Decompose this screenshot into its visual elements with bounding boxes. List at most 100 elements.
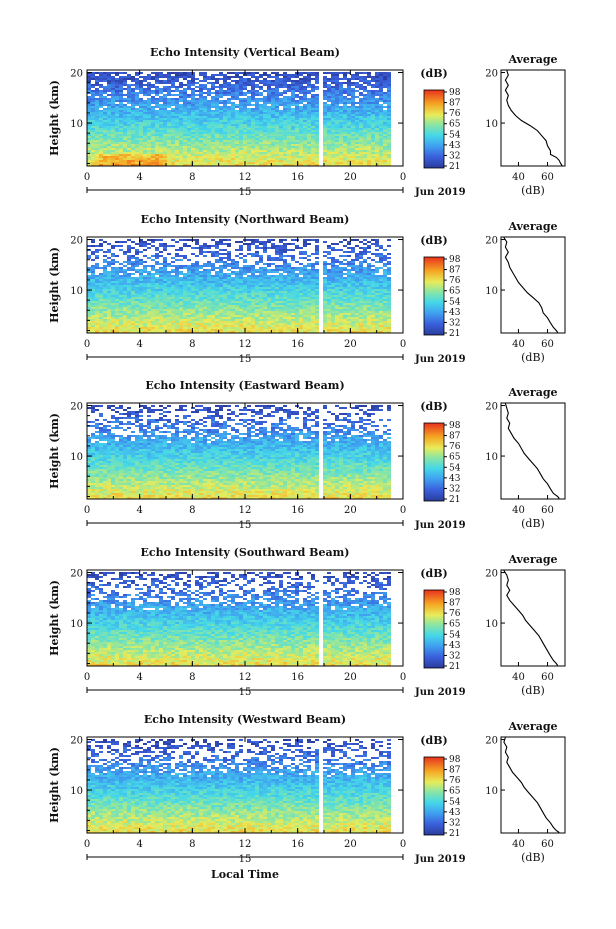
heatmap-cell xyxy=(379,287,383,289)
heatmap-cell xyxy=(191,287,195,289)
heatmap-cell xyxy=(215,148,219,150)
heatmap-cell xyxy=(255,150,259,152)
heatmap-cell xyxy=(255,156,259,158)
heatmap-cell xyxy=(255,140,259,142)
heatmap-cell xyxy=(239,124,243,126)
heatmap-cell xyxy=(303,283,307,285)
heatmap-cell xyxy=(179,124,183,126)
heatmap-cell xyxy=(87,90,91,92)
heatmap-cell xyxy=(307,152,311,154)
heatmap-cell xyxy=(299,118,303,120)
heatmap-cell xyxy=(263,126,267,128)
heatmap-cell xyxy=(275,247,279,249)
heatmap-cell xyxy=(195,162,199,164)
heatmap-cell xyxy=(111,158,115,160)
heatmap-cell xyxy=(311,72,315,74)
heatmap-cell xyxy=(135,263,139,265)
heatmap-cell xyxy=(103,140,107,142)
heatmap-cell xyxy=(91,94,95,96)
heatmap-cell xyxy=(255,138,259,140)
heatmap-cell xyxy=(119,148,123,150)
heatmap-cell xyxy=(179,100,183,102)
heatmap-cell xyxy=(375,126,379,128)
heatmap-cell xyxy=(139,285,143,287)
heatmap-cell xyxy=(239,297,243,299)
heatmap-cell xyxy=(291,142,295,144)
heatmap-cell xyxy=(239,275,243,277)
heatmap-cell xyxy=(99,74,103,76)
heatmap-cell xyxy=(343,150,347,152)
heatmap-cell xyxy=(371,152,375,154)
heatmap-cell xyxy=(107,86,111,88)
heatmap-cell xyxy=(135,84,139,86)
heatmap-cell xyxy=(231,285,235,287)
heatmap-cell xyxy=(91,108,95,110)
heatmap-cell xyxy=(231,90,235,92)
heatmap-cell xyxy=(267,285,271,287)
heatmap-cell xyxy=(283,279,287,281)
heatmap-cell xyxy=(135,98,139,100)
heatmap-cell xyxy=(187,160,191,162)
heatmap-cell xyxy=(379,293,383,295)
heatmap-cell xyxy=(115,140,119,142)
heatmap-cell xyxy=(211,295,215,297)
heatmap-cell xyxy=(367,160,371,162)
heatmap-cell xyxy=(239,269,243,271)
heatmap-cell xyxy=(199,293,203,295)
heatmap-cell xyxy=(155,136,159,138)
heatmap-cell xyxy=(255,104,259,106)
heatmap-cell xyxy=(103,72,107,74)
heatmap-cell xyxy=(275,132,279,134)
heatmap-cell xyxy=(203,128,207,130)
heatmap-cell xyxy=(183,160,187,162)
heatmap-cell xyxy=(195,267,199,269)
heatmap-cell xyxy=(155,239,159,241)
heatmap-cell xyxy=(251,118,255,120)
heatmap-cell xyxy=(191,148,195,150)
heatmap-cell xyxy=(107,102,111,104)
heatmap-cell xyxy=(307,275,311,277)
heatmap-cell xyxy=(227,72,231,74)
heatmap-cell xyxy=(299,72,303,74)
heatmap-cell xyxy=(195,265,199,267)
heatmap-cell xyxy=(343,291,347,293)
heatmap-cell xyxy=(247,162,251,164)
heatmap-cell xyxy=(387,160,391,162)
heatmap-cell xyxy=(299,144,303,146)
heatmap-cell xyxy=(363,106,367,108)
heatmap-cell xyxy=(187,118,191,120)
heatmap-cell xyxy=(207,118,211,120)
heatmap-cell xyxy=(315,160,319,162)
heatmap-cell xyxy=(331,120,335,122)
heatmap-cell xyxy=(175,148,179,150)
heatmap-cell xyxy=(151,72,155,74)
heatmap-cell xyxy=(335,273,339,275)
heatmap-cell xyxy=(359,124,363,126)
heatmap-cell xyxy=(375,82,379,84)
heatmap-cell xyxy=(307,100,311,102)
heatmap-cell xyxy=(275,160,279,162)
heatmap-cell xyxy=(379,158,383,160)
heatmap-cell xyxy=(191,78,195,80)
heatmap-cell xyxy=(383,291,387,293)
heatmap-cell xyxy=(147,265,151,267)
heatmap-cell xyxy=(203,279,207,281)
heatmap-cell xyxy=(95,138,99,140)
heatmap-cell xyxy=(343,267,347,269)
heatmap-cell xyxy=(295,261,299,263)
heatmap-cell xyxy=(247,152,251,154)
heatmap-cell xyxy=(243,150,247,152)
heatmap-cell xyxy=(283,92,287,94)
heatmap-cell xyxy=(227,164,231,166)
heatmap-cell xyxy=(291,285,295,287)
heatmap-cell xyxy=(171,94,175,96)
heatmap-cell xyxy=(123,156,127,158)
heatmap-cell xyxy=(227,82,231,84)
heatmap-cell xyxy=(127,247,131,249)
heatmap-cell xyxy=(303,291,307,293)
heatmap-cell xyxy=(251,142,255,144)
heatmap-cell xyxy=(367,116,371,118)
heatmap-cell xyxy=(203,275,207,277)
heatmap-cell xyxy=(103,164,107,166)
heatmap-cell xyxy=(307,281,311,283)
